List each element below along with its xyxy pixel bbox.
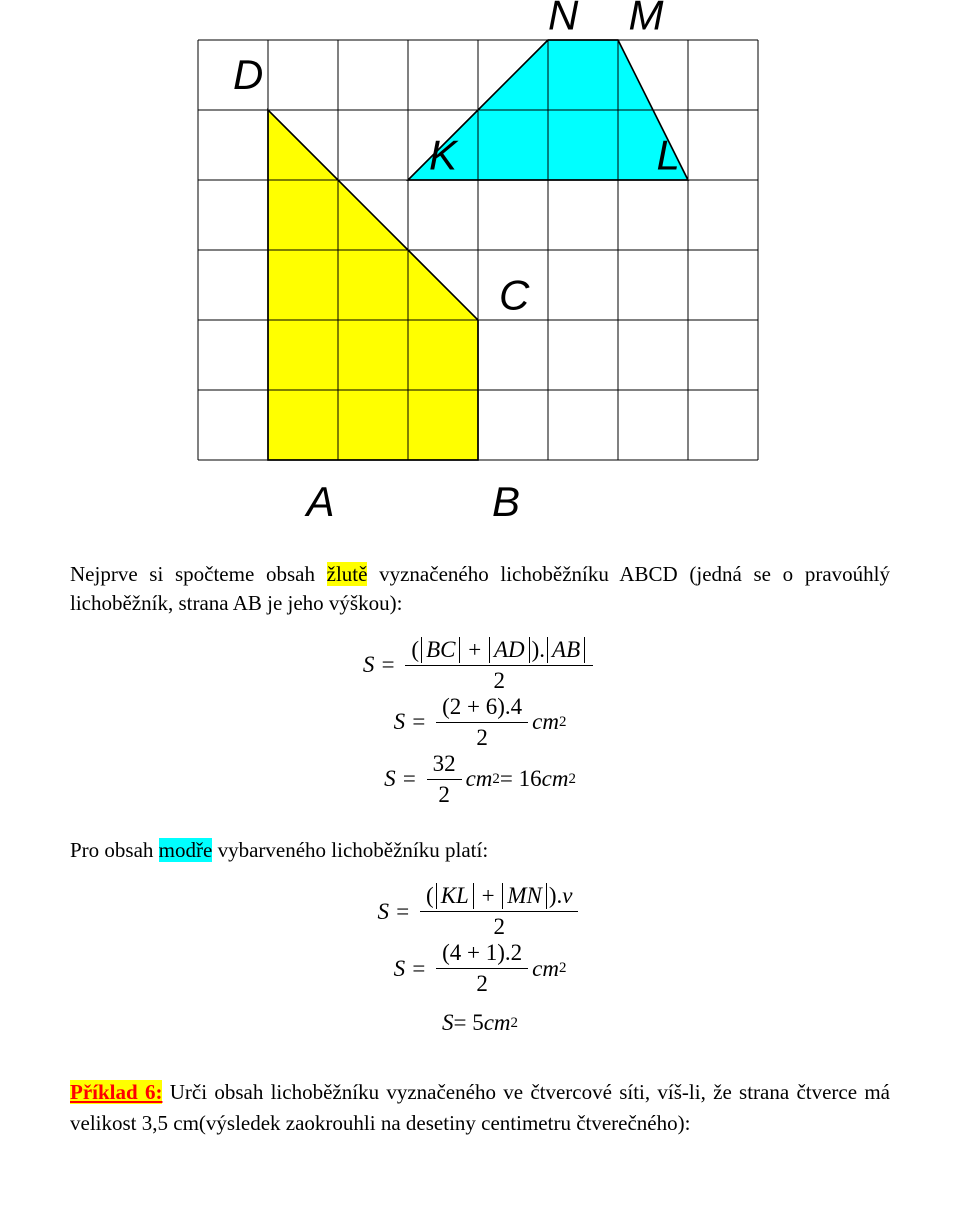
example-6: Příklad 6: Urči obsah lichoběžníku vyzna… bbox=[70, 1077, 890, 1138]
eq1-seg-bc: BC bbox=[421, 637, 460, 663]
eq3-denA: 2 bbox=[427, 779, 462, 808]
para2-text-a: Pro obsah bbox=[70, 838, 159, 862]
eq6-val: = 5 bbox=[453, 1010, 483, 1036]
eq4-plus: + bbox=[476, 883, 500, 908]
highlight-yellow-word: žlutě bbox=[327, 562, 368, 586]
eq1-paren-close: ). bbox=[532, 637, 545, 662]
example-6-sep bbox=[162, 1080, 169, 1104]
eq3-numA: 32 bbox=[427, 751, 462, 779]
eq5-num: (4 + 1).2 bbox=[436, 940, 528, 968]
svg-text:M: M bbox=[629, 0, 664, 39]
eq5-exp: 2 bbox=[559, 960, 566, 977]
equation-2: S = (2 + 6).4 2 cm2 bbox=[70, 694, 890, 751]
equation-6: S = 5cm2 bbox=[70, 997, 890, 1049]
svg-text:D: D bbox=[233, 51, 263, 98]
equation-5: S = (4 + 1).2 2 cm2 bbox=[70, 940, 890, 997]
equation-3: S = 32 2 cm2 = 16cm2 bbox=[70, 751, 890, 808]
eq6-unit: cm bbox=[484, 1010, 511, 1036]
svg-text:L: L bbox=[657, 132, 680, 179]
grid-figure: D N M K L C A B bbox=[70, 0, 890, 520]
svg-text:K: K bbox=[429, 132, 459, 179]
equation-1: S = (BC + AD).AB 2 bbox=[70, 637, 890, 694]
eq3-exp1: 2 bbox=[492, 771, 499, 788]
para1-text-a: Nejprve si spočteme obsah bbox=[70, 562, 327, 586]
eq3-unit2: cm bbox=[542, 766, 569, 792]
eq4-seg-mn: MN bbox=[502, 883, 547, 909]
eq4-lhs: S bbox=[378, 899, 390, 925]
eq4-paren-close: ). bbox=[549, 883, 562, 908]
para2-text-b: vybarveného lichoběžníku platí: bbox=[212, 838, 488, 862]
eq3-fraction: 32 2 bbox=[427, 751, 462, 808]
eq2-den: 2 bbox=[436, 722, 528, 751]
eq1-paren-open: ( bbox=[411, 637, 419, 662]
eq1-seg-ad: AD bbox=[489, 637, 530, 663]
eq1-plus: + bbox=[462, 637, 486, 662]
example-6-text: Urči obsah lichoběžníku vyznačeného ve č… bbox=[70, 1080, 890, 1134]
svg-text:C: C bbox=[499, 272, 530, 319]
formula-block-2: S = (KL + MN).v 2 S = (4 + 1).2 2 cm2 S … bbox=[70, 883, 890, 1049]
eq6-lhs: S bbox=[442, 1010, 454, 1036]
svg-text:B: B bbox=[492, 478, 520, 520]
eq2-num: (2 + 6).4 bbox=[436, 694, 528, 722]
eq3-exp2: 2 bbox=[568, 771, 575, 788]
eq1-seg-ab: AB bbox=[547, 637, 585, 663]
eq5-lhs: S bbox=[394, 956, 406, 982]
eq3-eq16: = 16 bbox=[500, 766, 542, 792]
eq2-exp: 2 bbox=[559, 714, 566, 731]
eq5-fraction: (4 + 1).2 2 bbox=[436, 940, 528, 997]
eq2-fraction: (2 + 6).4 2 bbox=[436, 694, 528, 751]
eq3-lhs: S bbox=[384, 766, 396, 792]
eq2-unit: cm bbox=[532, 709, 559, 735]
eq4-seg-kl: KL bbox=[436, 883, 474, 909]
eq4-paren-open: ( bbox=[426, 883, 434, 908]
eq1-den: 2 bbox=[405, 665, 593, 694]
eq3-unit1: cm bbox=[466, 766, 493, 792]
highlight-cyan-word: modře bbox=[159, 838, 213, 862]
equation-4: S = (KL + MN).v 2 bbox=[70, 883, 890, 940]
eq1-fraction: (BC + AD).AB 2 bbox=[405, 637, 593, 694]
paragraph-1: Nejprve si spočteme obsah žlutě vyznačen… bbox=[70, 560, 890, 619]
svg-text:A: A bbox=[304, 478, 335, 520]
eq2-lhs: S bbox=[394, 709, 406, 735]
formula-block-1: S = (BC + AD).AB 2 S = (2 + 6).4 2 cm2 S… bbox=[70, 637, 890, 808]
example-6-label: Příklad 6: bbox=[70, 1080, 162, 1104]
eq6-exp: 2 bbox=[511, 1015, 518, 1032]
eq4-fraction: (KL + MN).v 2 bbox=[420, 883, 578, 940]
paragraph-2: Pro obsah modře vybarveného lichoběžníku… bbox=[70, 836, 890, 865]
eq4-v: v bbox=[562, 883, 572, 908]
grid-svg: D N M K L C A B bbox=[172, 0, 788, 520]
eq5-den: 2 bbox=[436, 968, 528, 997]
svg-text:N: N bbox=[548, 0, 579, 39]
eq1-lhs: S bbox=[363, 652, 375, 678]
eq5-unit: cm bbox=[532, 956, 559, 982]
eq4-den: 2 bbox=[420, 911, 578, 940]
